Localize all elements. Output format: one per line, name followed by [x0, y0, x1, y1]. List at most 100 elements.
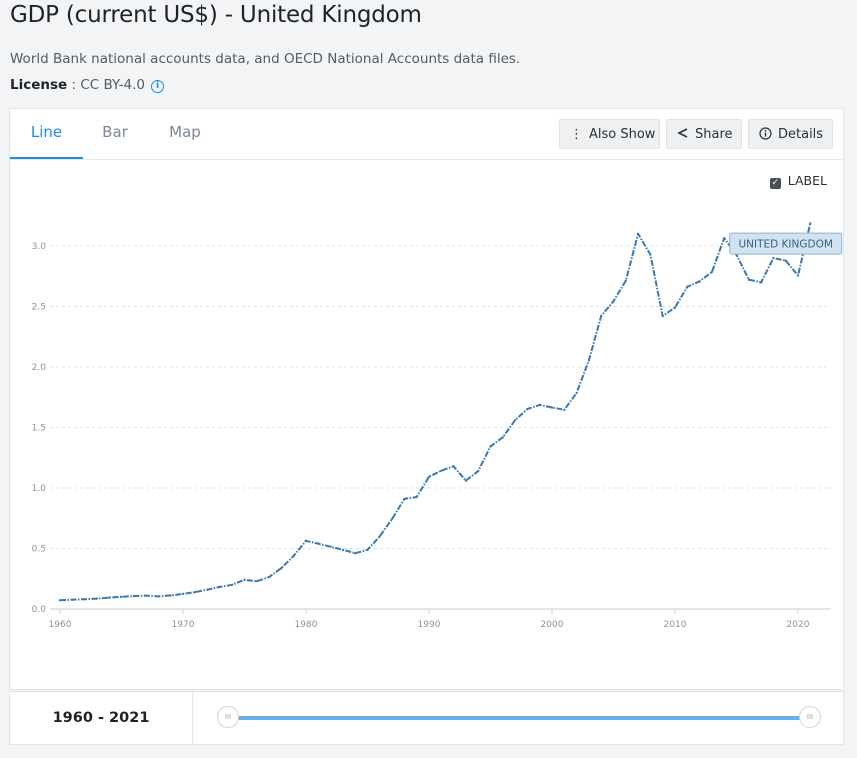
x-tick-label: 2010 [664, 620, 687, 630]
y-tick-label: 2.0 [32, 363, 47, 373]
data-point[interactable] [563, 408, 566, 411]
data-point[interactable] [514, 419, 517, 422]
year-range-slider[interactable] [228, 716, 810, 720]
data-point[interactable] [723, 237, 726, 240]
data-point[interactable] [501, 436, 504, 439]
data-point[interactable] [600, 314, 603, 318]
data-point[interactable] [255, 580, 258, 583]
more-vertical-icon: ⋮ [570, 127, 583, 142]
data-point[interactable] [796, 274, 800, 277]
data-point[interactable] [673, 306, 677, 309]
series-label-text: UNITED KINGDOM [738, 239, 833, 251]
data-point[interactable] [575, 391, 578, 395]
share-icon [677, 120, 689, 150]
y-tick-label: 0.0 [32, 605, 47, 615]
data-point[interactable] [477, 469, 480, 473]
data-point[interactable] [132, 594, 135, 598]
series-line-united-kingdom[interactable] [59, 223, 812, 602]
data-point[interactable] [243, 578, 246, 581]
range-start-handle[interactable]: III [217, 706, 239, 728]
data-point[interactable] [71, 598, 74, 601]
tab-bar[interactable]: Bar [102, 123, 128, 141]
page-title: GDP (current US$) - United Kingdom [10, 2, 422, 28]
data-point[interactable] [809, 222, 812, 225]
details-label: Details [778, 127, 824, 142]
data-point[interactable] [95, 597, 98, 600]
data-point[interactable] [83, 598, 86, 601]
data-point[interactable] [181, 592, 185, 595]
label-toggle-text: LABEL [787, 173, 827, 188]
data-point[interactable] [550, 406, 554, 409]
data-point[interactable] [231, 583, 234, 586]
tab-line[interactable]: Line [10, 109, 83, 159]
data-point[interactable] [378, 535, 381, 538]
data-point[interactable] [686, 285, 689, 288]
data-point[interactable] [637, 232, 640, 235]
data-point[interactable] [747, 278, 750, 281]
share-button[interactable]: Share [666, 119, 742, 149]
data-point[interactable] [194, 590, 197, 594]
x-tick-label: 1990 [418, 620, 441, 630]
data-point[interactable] [120, 595, 123, 598]
y-tick-label: 2.5 [32, 303, 46, 313]
x-tick-label: 2020 [787, 620, 810, 630]
data-point[interactable] [145, 594, 148, 597]
data-point[interactable] [58, 599, 62, 602]
y-tick-label: 1.0 [32, 484, 47, 494]
data-point[interactable] [354, 552, 357, 555]
y-tick-label: 1.5 [32, 424, 46, 434]
data-point[interactable] [415, 495, 418, 499]
data-point[interactable] [218, 585, 221, 588]
data-point[interactable] [440, 469, 443, 472]
license-value: : CC BY-4.0 [67, 77, 145, 93]
series-label-box [729, 232, 843, 255]
data-point[interactable] [341, 548, 344, 551]
data-point[interactable] [108, 596, 111, 599]
info-icon[interactable]: i [151, 80, 164, 93]
data-point[interactable] [710, 270, 714, 274]
data-point[interactable] [169, 594, 172, 597]
tab-map[interactable]: Map [169, 123, 201, 141]
data-point[interactable] [760, 281, 763, 284]
also-show-label: Also Show [589, 127, 656, 142]
year-range-label: 1960 - 2021 [10, 692, 193, 744]
line-chart: 0.0 0.5 1.0 1.5 2.0 2.5 3.0 1960 1970 1980 1990 200… [32, 222, 843, 630]
data-point[interactable] [391, 517, 394, 520]
data-point[interactable] [464, 479, 467, 482]
data-point[interactable] [587, 359, 591, 362]
data-point[interactable] [772, 257, 775, 260]
data-point[interactable] [612, 300, 615, 303]
data-point[interactable] [292, 554, 295, 557]
data-point[interactable] [329, 545, 332, 548]
data-point[interactable] [280, 567, 283, 570]
range-end-handle[interactable]: III [799, 706, 821, 728]
data-point[interactable] [452, 465, 455, 468]
data-point[interactable] [538, 403, 541, 406]
data-point[interactable] [624, 279, 627, 282]
data-point[interactable] [206, 588, 209, 591]
data-point[interactable] [403, 497, 406, 500]
data-point[interactable] [304, 539, 308, 542]
data-point[interactable] [661, 314, 664, 318]
details-button[interactable]: Details [748, 119, 833, 149]
data-point[interactable] [317, 542, 320, 545]
data-point[interactable] [366, 548, 369, 551]
data-point[interactable] [489, 445, 492, 448]
data-point[interactable] [526, 407, 529, 411]
source-note: World Bank national accounts data, and O… [10, 51, 521, 67]
data-point[interactable] [268, 575, 271, 579]
chart-panel: Line Bar Map ⋮ Also Show Share Details ✓ L… [9, 108, 844, 690]
x-tick-label: 1980 [295, 620, 318, 630]
data-point[interactable] [698, 280, 701, 283]
data-point[interactable] [649, 253, 652, 256]
label-toggle[interactable]: ✓ LABEL [769, 173, 827, 189]
data-point[interactable] [157, 595, 160, 598]
data-point[interactable] [784, 259, 787, 262]
checkbox-checked-icon[interactable]: ✓ [769, 178, 781, 189]
data-point[interactable] [427, 475, 431, 478]
x-tick-label: 1960 [49, 620, 72, 630]
year-range-footer: 1960 - 2021 III III [9, 691, 844, 745]
x-tick-label: 2000 [541, 620, 564, 630]
info-circle-icon [759, 120, 772, 150]
also-show-button[interactable]: ⋮ Also Show [559, 119, 660, 149]
